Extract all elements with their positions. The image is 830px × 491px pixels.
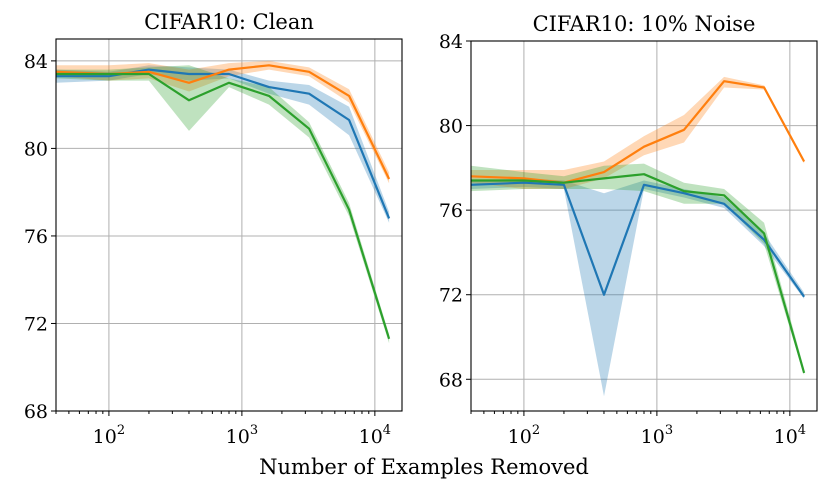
x-tick-label: 102 — [93, 423, 125, 448]
series-band — [471, 178, 805, 397]
series-line — [470, 80, 806, 184]
y-tick-label: 72 — [439, 285, 463, 307]
y-tick-label: 76 — [439, 200, 463, 222]
y-tick-label: 84 — [24, 51, 48, 73]
y-tick-label: 76 — [24, 226, 48, 248]
panel-noise: 68 72 76 80 84 102 103 104 CIFAR10: 10% Noise — [439, 12, 818, 448]
y-tick-label: 80 — [24, 138, 48, 160]
x-axis-label: Number of Examples Removed — [259, 455, 589, 479]
panel-clean: 68 72 76 80 84 102 103 104 CIFAR10: Clean — [24, 10, 403, 448]
y-tick-label: 84 — [439, 31, 463, 53]
series-band — [471, 163, 805, 376]
plot-frame — [470, 40, 818, 412]
x-tick-label: 103 — [641, 423, 673, 448]
x-tick-label: 104 — [774, 423, 806, 448]
series-band — [56, 65, 390, 223]
chart-title: CIFAR10: Clean — [144, 10, 314, 34]
y-tick-label: 80 — [439, 116, 463, 138]
series-band — [56, 65, 390, 344]
y-tick-label: 68 — [439, 369, 463, 391]
x-tick-label: 103 — [226, 423, 258, 448]
x-tick-label: 102 — [508, 423, 540, 448]
series-line — [470, 181, 806, 298]
chart-title: CIFAR10: 10% Noise — [533, 12, 756, 36]
y-tick-label: 72 — [24, 313, 48, 335]
series-line — [56, 72, 391, 340]
x-tick-label: 104 — [359, 423, 391, 448]
y-tick-label: 68 — [24, 401, 48, 423]
series-line — [471, 173, 806, 374]
